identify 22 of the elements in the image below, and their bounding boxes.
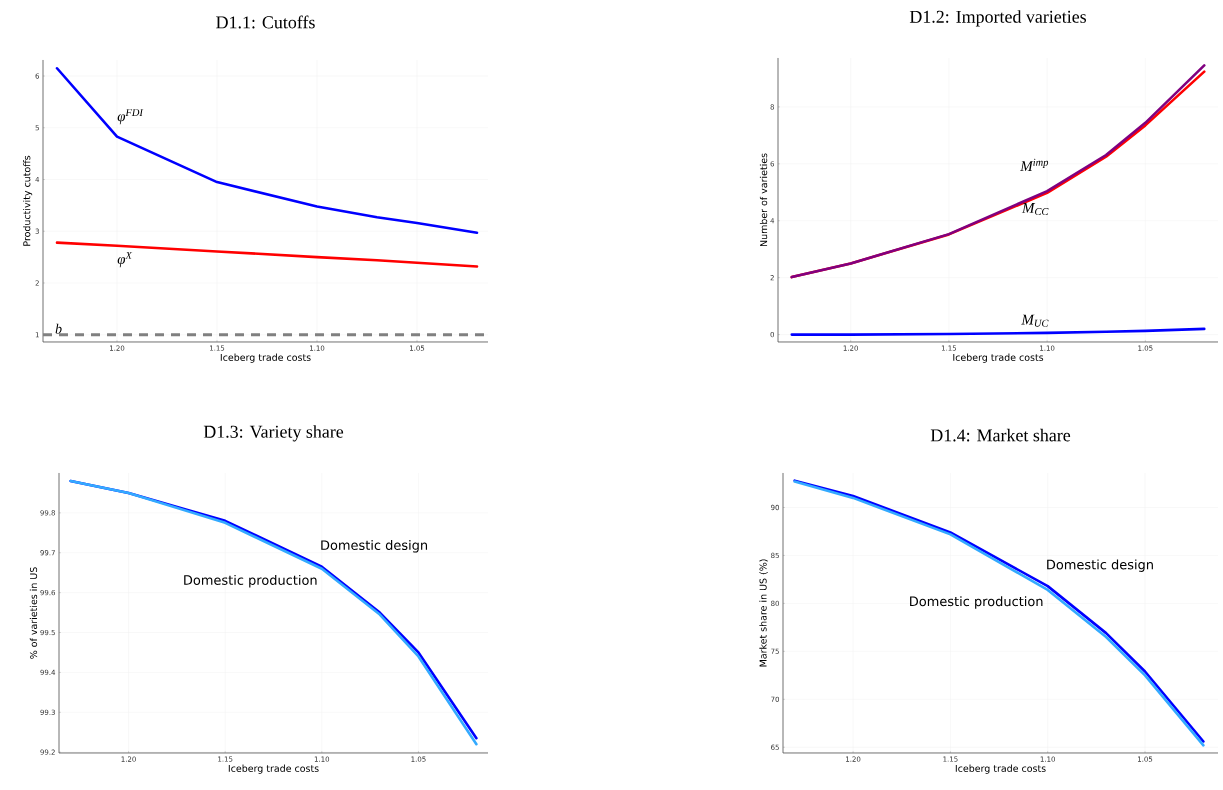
chart-title: D1.2: Imported varieties	[909, 10, 1087, 27]
y-axis-title: Market share in US (%)	[759, 559, 768, 667]
x-axis-title: Iceberg trade costs	[220, 353, 311, 363]
series-label: Domestic design	[321, 539, 428, 553]
y-axis-title: % of varieties in US	[29, 567, 38, 659]
chart-title: D1.4: Market share	[930, 428, 1071, 442]
series-label: M$^{imp}$	[1020, 158, 1049, 171]
chart-title: D1.3: Variety share	[203, 425, 344, 442]
series-label: φ$^{X}$	[117, 251, 133, 268]
series-label: M$_{CC}$	[1021, 203, 1049, 216]
series-label: Domestic production	[184, 574, 317, 588]
series-label: Domestic design	[1047, 559, 1153, 572]
x-axis-title: Iceberg trade costs	[953, 353, 1044, 363]
y-axis-title: Number of varieties	[759, 153, 768, 247]
series-label: M$_{UC}$	[1021, 314, 1049, 327]
ref-line-label: b	[55, 323, 62, 334]
series-label: Domestic production	[910, 596, 1043, 609]
series-label: φ$^{FDI}$	[117, 109, 144, 125]
x-axis-title: Iceberg trade costs	[228, 764, 319, 774]
x-axis-title: Iceberg trade costs	[955, 764, 1046, 774]
chart-title: D1.1: Cutoffs	[216, 15, 315, 29]
y-axis-title: Productivity cutoffs	[23, 155, 33, 246]
